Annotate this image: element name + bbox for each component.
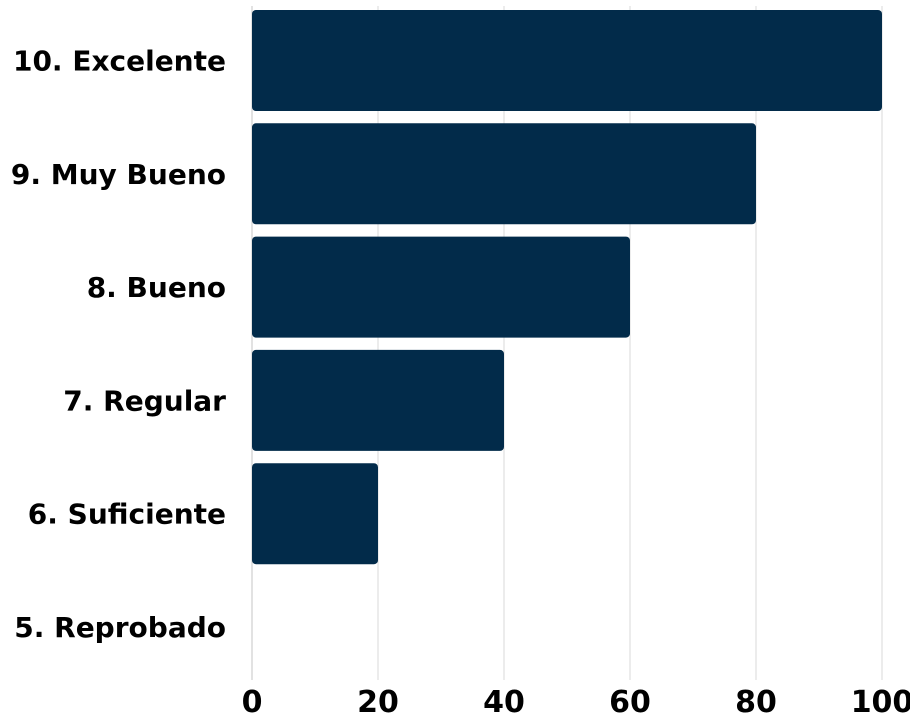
x-tick-label: 40	[483, 685, 525, 720]
category-label: 9. Muy Bueno	[11, 158, 226, 191]
category-label: 10. Excelente	[13, 45, 226, 78]
x-tick-label: 100	[851, 685, 910, 720]
bar	[252, 463, 378, 565]
x-tick-label: 80	[735, 685, 777, 720]
category-label: 7. Regular	[63, 384, 226, 417]
bar	[252, 10, 882, 111]
bar	[252, 349, 504, 451]
bars	[252, 10, 882, 565]
bar	[252, 123, 756, 225]
x-axis-tick-labels: 0 20 40 60 80 100	[242, 685, 910, 720]
category-label: 6. Suficiente	[28, 498, 226, 531]
bar	[252, 236, 630, 338]
x-tick-label: 60	[609, 685, 651, 720]
category-label: 8. Bueno	[87, 271, 226, 304]
x-tick-label: 20	[357, 685, 399, 720]
category-label: 5. Reprobado	[14, 611, 226, 644]
x-tick-label: 0	[242, 685, 263, 720]
category-labels: 10. Excelente 9. Muy Bueno 8. Bueno 7. Regu…	[11, 45, 226, 645]
grid-lines	[251, 6, 883, 680]
